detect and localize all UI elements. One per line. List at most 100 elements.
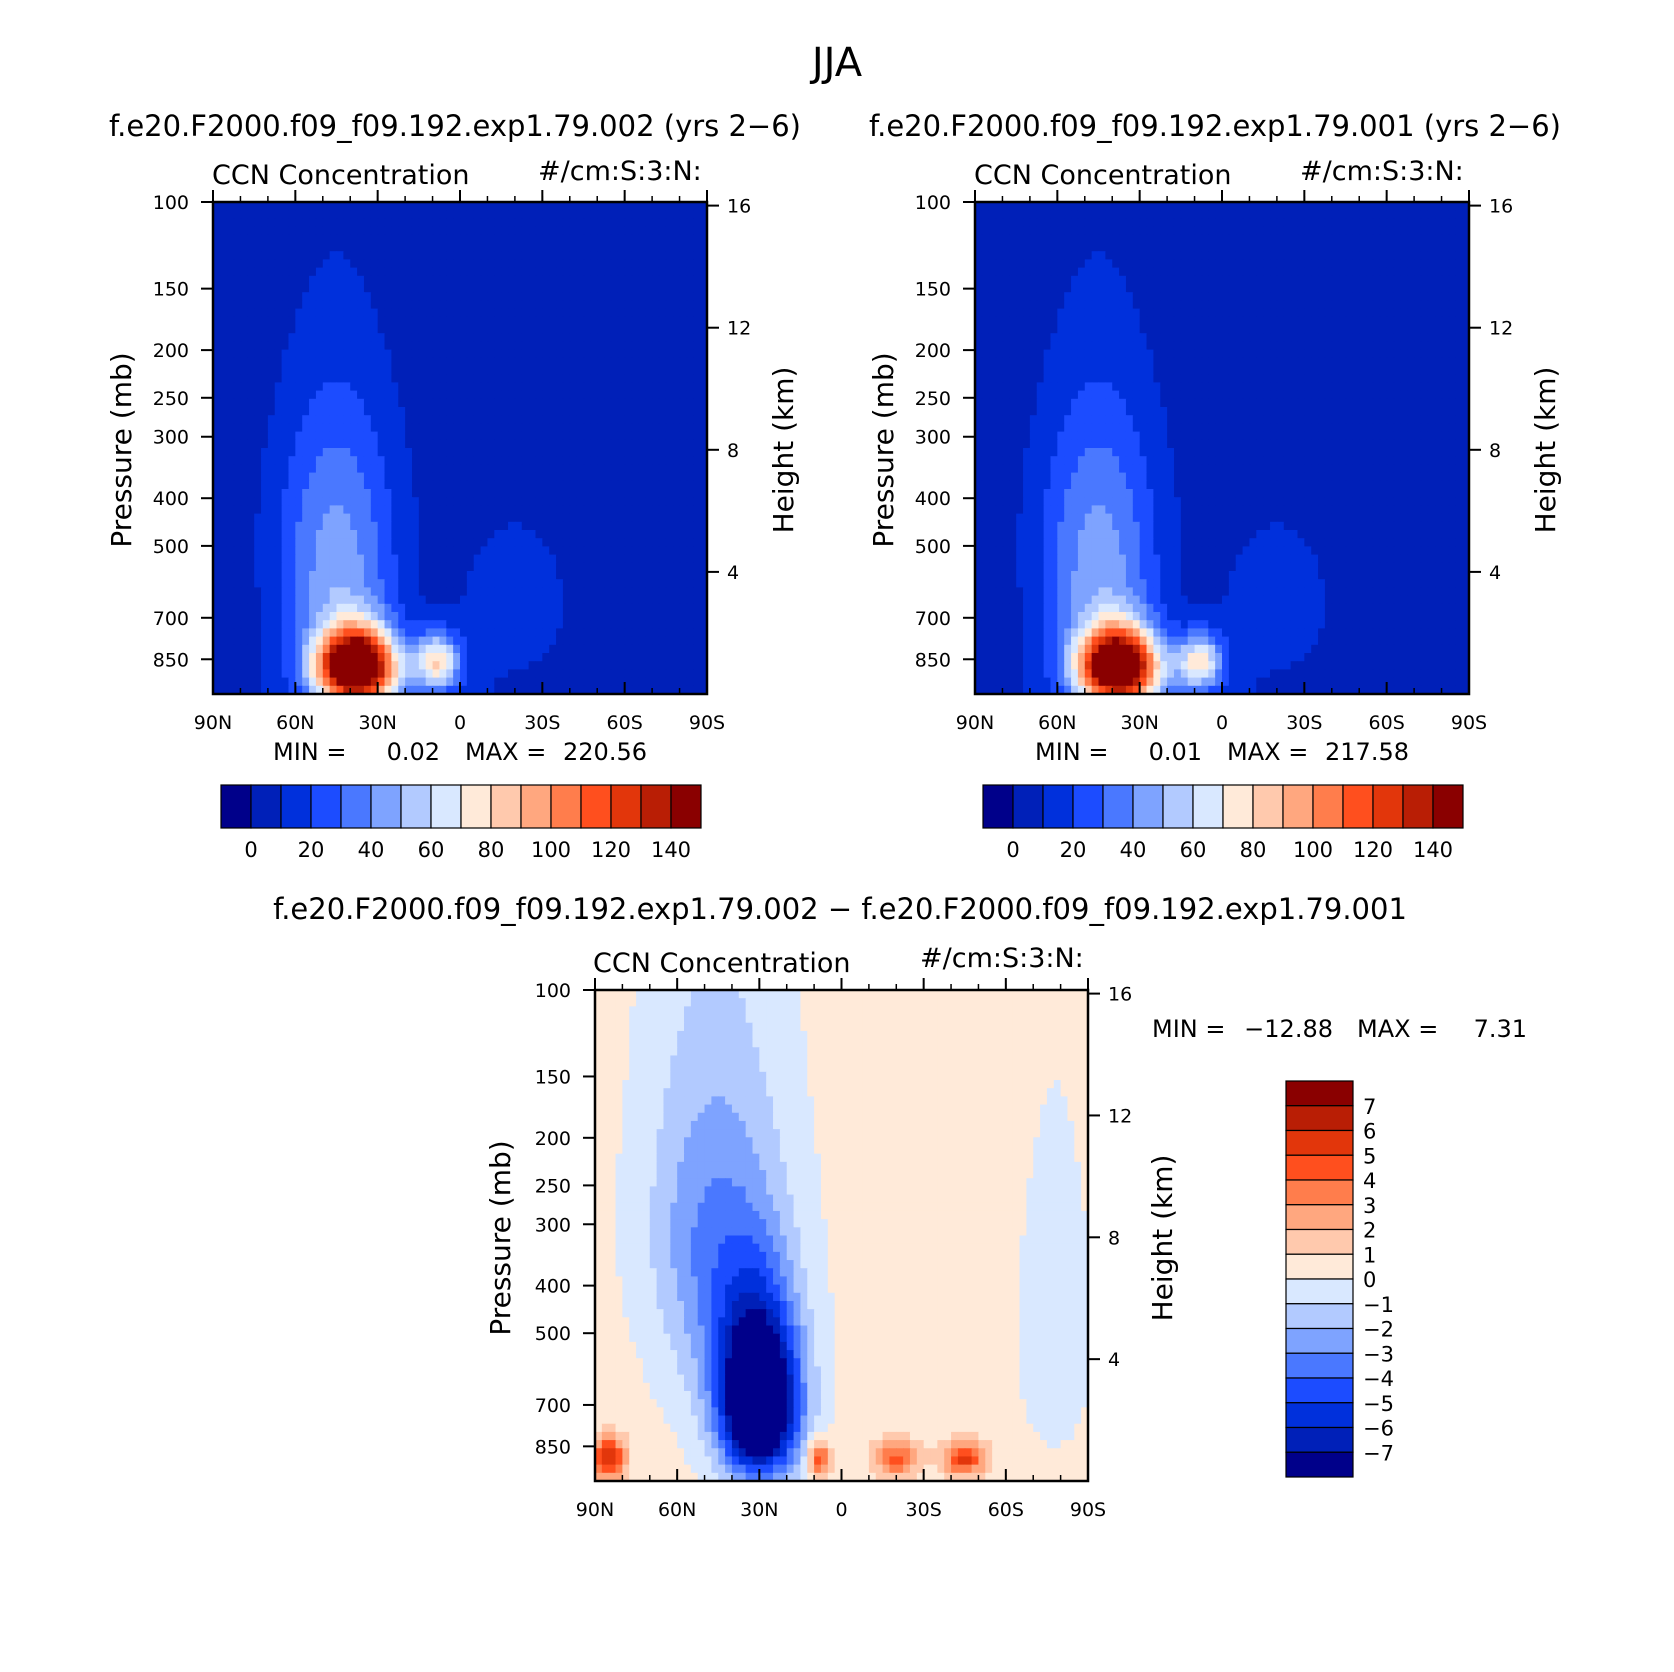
field-cell — [329, 480, 338, 490]
field-cell — [219, 538, 228, 547]
field-cell — [329, 382, 338, 392]
max-value: 217.58 — [1325, 738, 1409, 766]
field-cell — [219, 366, 228, 375]
field-cell — [549, 513, 557, 523]
field-cell — [309, 554, 317, 564]
field-cell — [494, 439, 502, 449]
field-cell — [473, 497, 482, 506]
field-cell — [233, 497, 242, 506]
field-cell — [617, 677, 626, 687]
field-cell — [343, 497, 351, 506]
field-cell — [535, 202, 543, 211]
field-cell — [480, 448, 489, 457]
field-cell — [233, 579, 242, 588]
field-cell — [1414, 202, 1422, 211]
field-cell — [679, 390, 688, 400]
field-cell — [480, 464, 489, 474]
field-cell — [274, 251, 283, 260]
field-cell — [604, 423, 612, 433]
field-cell — [391, 349, 399, 359]
field-cell — [1187, 202, 1196, 211]
field-cell — [528, 202, 537, 211]
field-cell — [487, 489, 495, 498]
field-cell — [302, 398, 310, 408]
field-cell — [398, 603, 406, 613]
field-cell — [501, 349, 509, 359]
field-cell — [631, 259, 639, 269]
field-cell — [480, 472, 489, 482]
field-cell — [521, 234, 530, 244]
field-cell — [411, 366, 420, 375]
field-cell — [267, 456, 276, 465]
field-cell — [350, 259, 358, 269]
field-cell — [219, 464, 228, 474]
field-cell — [226, 595, 235, 605]
field-cell — [405, 341, 413, 351]
field-cell — [473, 218, 482, 228]
field-cell — [418, 612, 427, 621]
field-cell — [446, 218, 454, 228]
field-cell — [508, 628, 516, 638]
field-cell — [501, 259, 509, 269]
field-cell — [617, 374, 626, 383]
field-cell — [631, 628, 639, 638]
field-cell — [432, 480, 441, 490]
field-cell — [569, 251, 578, 260]
field-cell — [693, 300, 701, 310]
field-cell — [295, 612, 303, 621]
field-cell — [652, 456, 660, 465]
field-cell — [329, 464, 338, 474]
field-cell — [638, 333, 646, 342]
field-cell — [693, 357, 701, 367]
field-cell — [391, 226, 399, 236]
field-cell — [480, 571, 489, 580]
field-cell — [617, 472, 626, 482]
field-cell — [617, 259, 626, 269]
field-cell — [398, 448, 406, 457]
field-cell — [446, 226, 454, 236]
field-cell — [247, 538, 255, 547]
field-cell — [1194, 234, 1203, 244]
field-cell — [363, 423, 372, 433]
field-cell — [583, 644, 591, 654]
field-cell — [446, 243, 454, 252]
field-cell — [658, 423, 667, 433]
field-cell — [405, 571, 413, 580]
field-cell — [542, 538, 550, 547]
field-cell — [425, 349, 434, 359]
field-cell — [1235, 226, 1244, 236]
field-cell — [336, 579, 344, 588]
field-cell — [617, 612, 626, 621]
field-cell — [528, 579, 537, 588]
field-cell — [233, 234, 242, 244]
field-cell — [247, 464, 255, 474]
field-cell — [411, 530, 420, 539]
field-cell — [213, 538, 221, 547]
field-cell — [418, 480, 427, 490]
field-cell — [514, 603, 523, 613]
field-cell — [693, 243, 701, 252]
field-cell — [411, 595, 420, 605]
field-cell — [514, 374, 523, 383]
field-cell — [213, 415, 221, 424]
field-cell — [281, 439, 290, 449]
field-cell — [357, 349, 365, 359]
field-cell — [1228, 234, 1237, 244]
field-cell — [460, 357, 468, 367]
field-cell — [1338, 218, 1347, 228]
field-cell — [302, 316, 310, 326]
field-cell — [267, 669, 276, 679]
field-cell — [240, 374, 248, 383]
field-cell — [693, 448, 701, 457]
field-cell — [240, 456, 248, 465]
field-cell — [439, 546, 447, 556]
field-cell — [466, 423, 475, 433]
field-cell — [384, 390, 392, 400]
field-cell — [624, 341, 633, 351]
field-cell — [439, 259, 447, 269]
field-cell — [1077, 234, 1086, 244]
field-cell — [357, 439, 365, 449]
field-cell — [274, 653, 283, 662]
field-cell — [1318, 202, 1326, 211]
field-cell — [466, 366, 475, 375]
